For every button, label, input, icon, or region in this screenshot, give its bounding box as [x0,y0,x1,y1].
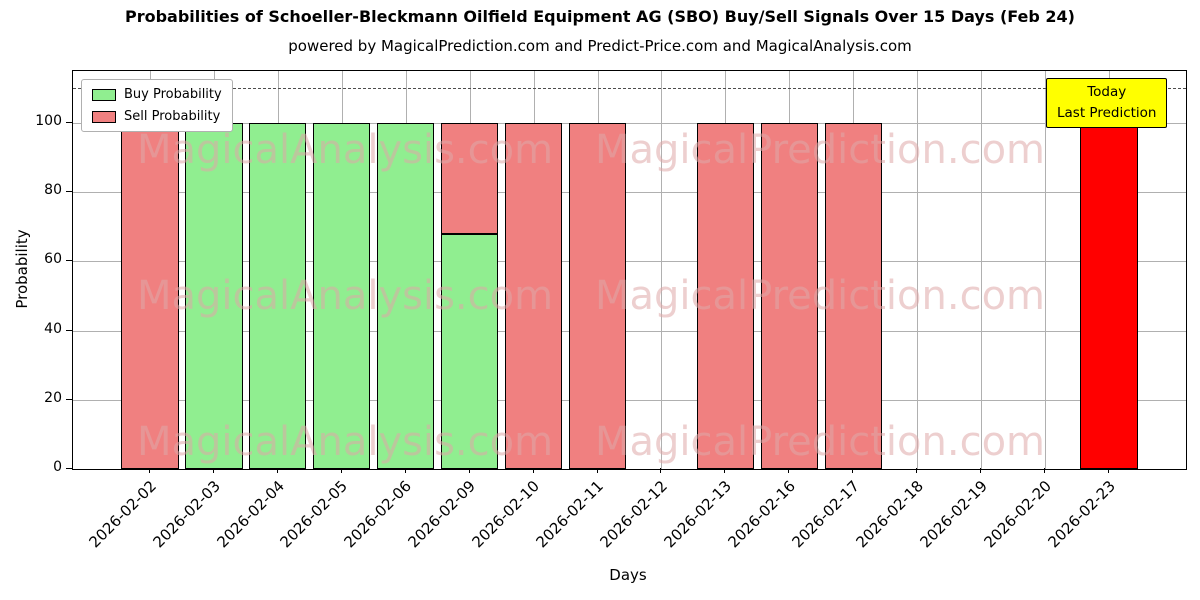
sell-probability-swatch [92,110,116,123]
x-tick-mark [980,468,982,473]
today-annotation-box: Today Last Prediction [1046,78,1168,128]
legend: Buy Probability Sell Probability [81,79,233,132]
x-tick-mark [532,468,534,473]
y-tick-mark [66,121,72,123]
x-tick-mark [404,468,406,473]
threshold-dashed-line [73,88,1186,90]
sell-bar [504,122,563,469]
x-gridline [1045,71,1047,469]
x-tick-label: 2026-02-04 [213,477,288,552]
x-tick-mark [596,468,598,473]
x-tick-label: 2026-02-06 [340,477,416,552]
y-tick-mark [66,329,72,331]
today-annotation-line2: Last Prediction [1057,104,1157,121]
sell-bar [824,122,883,469]
y-tick-mark [66,398,72,400]
legend-buy-label: Buy Probability [124,87,222,102]
x-tick-label: 2026-02-17 [788,477,864,552]
y-tick-mark [66,260,72,262]
x-gridline [917,71,919,469]
buy-probability-swatch [92,88,116,101]
y-gridline [73,122,1186,124]
legend-item-sell: Sell Probability [92,109,222,124]
x-tick-mark [660,468,662,473]
chart-title: Probabilities of Schoeller-Bleckmann Oil… [124,7,1075,26]
y-tick-label: 20 [44,389,62,406]
x-tick-label: 2026-02-09 [404,477,480,552]
watermark-text: MagicalAnalysis.com [136,273,554,319]
buy-bar [248,122,307,469]
sell-bar [568,122,627,469]
x-gridline [981,71,983,469]
x-tick-mark [1044,468,1046,473]
buy-bar [312,122,371,469]
x-tick-mark [148,468,150,473]
y-gridline [73,399,1186,401]
sell-bar [760,122,819,469]
x-tick-mark [724,468,726,473]
x-tick-label: 2026-02-12 [596,477,672,552]
x-tick-mark [788,468,790,473]
sell-bar [696,122,755,469]
x-tick-label: 2026-02-02 [85,477,160,552]
y-gridline [73,261,1186,263]
x-tick-mark [852,468,854,473]
watermark-text: MagicalPrediction.com [595,273,1045,319]
x-tick-label: 2026-02-11 [532,477,608,552]
y-gridline [73,330,1186,332]
sell-bar [120,122,179,469]
legend-sell-label: Sell Probability [124,109,221,124]
y-tick-label: 100 [35,112,62,129]
x-tick-mark [340,468,342,473]
chart-subtitle: powered by MagicalPrediction.com and Pre… [288,37,912,55]
y-tick-label: 80 [44,182,62,199]
buy-bar [184,122,243,469]
plot-area: Buy Probability Sell Probability [72,70,1187,470]
sell-bar [440,122,499,234]
y-tick-label: 0 [53,459,62,475]
legend-item-buy: Buy Probability [92,87,222,102]
watermark-text: MagicalAnalysis.com [136,127,554,173]
watermark-text: MagicalPrediction.com [595,419,1045,465]
x-tick-label: 2026-02-10 [468,477,544,552]
y-tick-mark [66,468,72,469]
x-tick-label: 2026-02-03 [149,477,224,552]
buy-bar [376,122,435,469]
x-tick-label: 2026-02-20 [980,477,1056,552]
watermark-text: MagicalPrediction.com [595,127,1045,173]
x-tick-label: 2026-02-19 [916,477,992,552]
x-gridline [661,71,663,469]
y-tick-mark [66,191,72,193]
x-tick-label: 2026-02-16 [724,477,800,552]
x-tick-label: 2026-02-13 [660,477,736,552]
x-tick-mark [916,468,918,473]
y-tick-label: 40 [44,320,62,337]
x-tick-mark [276,468,278,473]
today-bar [1080,122,1139,469]
x-tick-label: 2026-02-05 [277,477,352,552]
x-tick-mark [468,468,470,473]
y-tick-label: 60 [44,251,62,268]
x-tick-label: 2026-02-18 [852,477,928,552]
y-axis-label: Probability [13,229,31,309]
x-tick-mark [212,468,214,473]
x-axis-label: Days [609,566,647,584]
y-gridline [73,192,1186,194]
today-annotation-line1: Today [1087,84,1127,100]
buy-bar [440,233,499,469]
x-tick-mark [1108,468,1110,473]
watermark-text: MagicalAnalysis.com [136,419,554,465]
x-tick-label: 2026-02-23 [1044,477,1119,552]
